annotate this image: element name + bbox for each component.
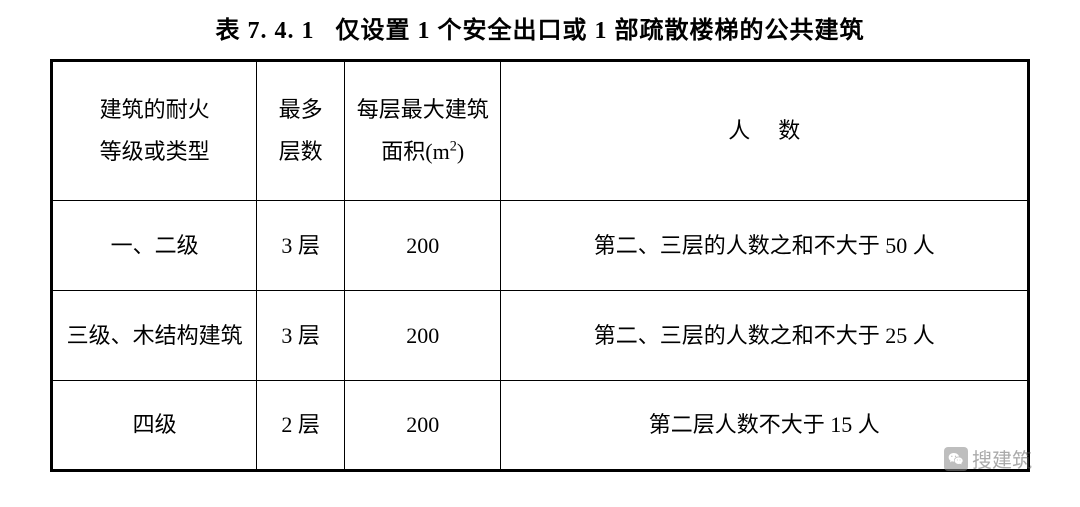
header-floors-l2: 层数	[279, 139, 323, 164]
header-people-text: 人数	[700, 118, 828, 143]
header-people: 人数	[501, 61, 1029, 201]
table-row: 三级、木结构建筑 3 层 200 第二、三层的人数之和不大于 25 人	[52, 291, 1029, 381]
header-type-l1: 建筑的耐火	[100, 97, 210, 122]
cell-type: 四级	[52, 381, 257, 471]
cell-area: 200	[345, 291, 501, 381]
table-body: 一、二级 3 层 200 第二、三层的人数之和不大于 50 人 三级、木结构建筑…	[52, 201, 1029, 471]
regulation-table: 建筑的耐火 等级或类型 最多 层数 每层最大建筑 面积(m2) 人数 一、二级 …	[50, 59, 1030, 472]
table-row: 四级 2 层 200 第二层人数不大于 15 人	[52, 381, 1029, 471]
cell-type: 一、二级	[52, 201, 257, 291]
table-row: 一、二级 3 层 200 第二、三层的人数之和不大于 50 人	[52, 201, 1029, 291]
header-area-l2: 面积(m2)	[381, 139, 464, 164]
cell-floors: 3 层	[257, 201, 345, 291]
wechat-icon	[944, 447, 968, 471]
header-area: 每层最大建筑 面积(m2)	[345, 61, 501, 201]
header-row: 建筑的耐火 等级或类型 最多 层数 每层最大建筑 面积(m2) 人数	[52, 61, 1029, 201]
cell-floors: 2 层	[257, 381, 345, 471]
watermark: 搜建筑	[944, 444, 1032, 473]
header-floors-l1: 最多	[279, 97, 323, 122]
cell-area: 200	[345, 201, 501, 291]
cell-type: 三级、木结构建筑	[52, 291, 257, 381]
cell-people: 第二、三层的人数之和不大于 50 人	[501, 201, 1029, 291]
header-floors: 最多 层数	[257, 61, 345, 201]
header-type: 建筑的耐火 等级或类型	[52, 61, 257, 201]
cell-floors: 3 层	[257, 291, 345, 381]
cell-area: 200	[345, 381, 501, 471]
table-caption: 表 7. 4. 1 仅设置 1 个安全出口或 1 部疏散楼梯的公共建筑	[50, 10, 1030, 45]
caption-number: 表 7. 4. 1	[216, 18, 315, 44]
caption-text: 仅设置 1 个安全出口或 1 部疏散楼梯的公共建筑	[336, 18, 865, 44]
cell-people: 第二、三层的人数之和不大于 25 人	[501, 291, 1029, 381]
header-type-l2: 等级或类型	[100, 139, 210, 164]
watermark-text: 搜建筑	[972, 444, 1032, 473]
header-area-l1: 每层最大建筑	[357, 97, 489, 122]
